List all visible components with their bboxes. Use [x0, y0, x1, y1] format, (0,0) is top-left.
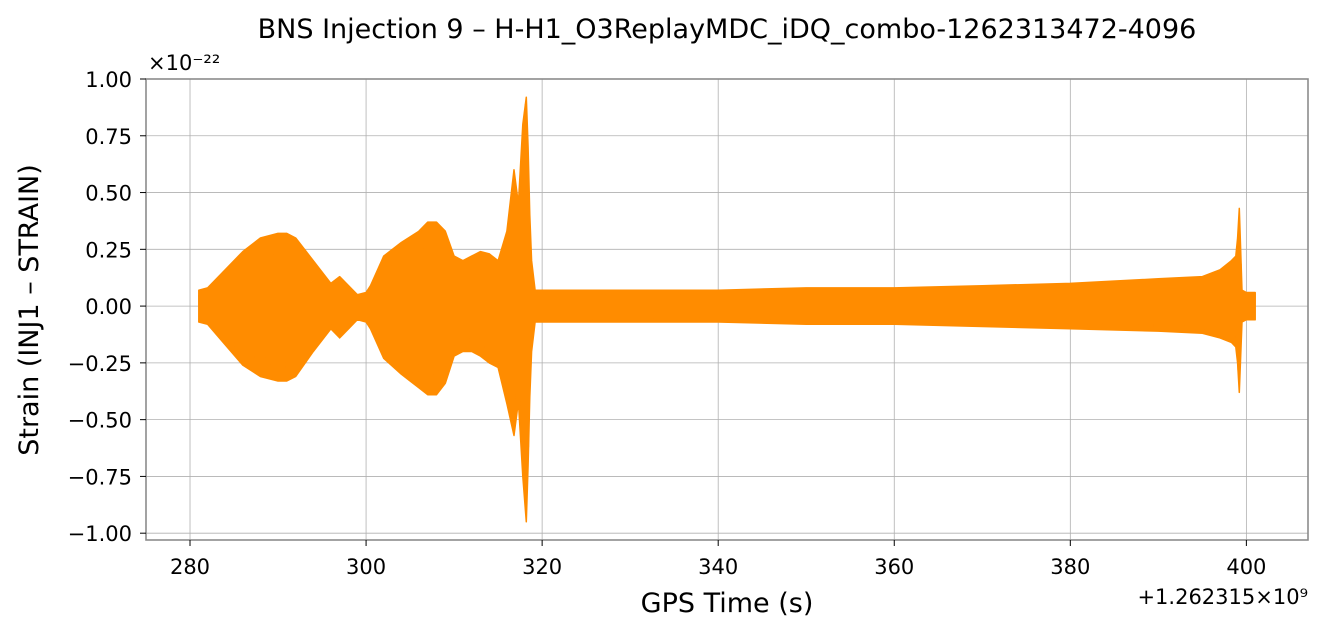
- y-tick-label: 1.00: [85, 68, 132, 92]
- y-tick-label: −0.50: [68, 409, 132, 433]
- y-multiplier-label: ×10⁻²²: [148, 51, 220, 75]
- y-tick-label: 0.75: [85, 125, 132, 149]
- x-tick-label: 400: [1226, 555, 1266, 579]
- x-axis-label: GPS Time (s): [641, 588, 814, 619]
- y-axis-label: Strain (INJ1 – STRAIN): [14, 164, 45, 456]
- x-tick-label: 340: [698, 555, 738, 579]
- x-offset-label: +1.262315×10⁹: [1137, 585, 1308, 609]
- x-tick-label: 360: [874, 555, 914, 579]
- plot-frame: [145, 78, 1309, 541]
- y-axis-ticks: −1.00 −0.75 −0.50 −0.25 0.00 0.25 0.50 0.75 1.00: [68, 68, 146, 546]
- y-tick-label: −1.00: [68, 522, 132, 546]
- x-tick-label: 300: [346, 555, 386, 579]
- y-tick-label: 0.25: [85, 238, 132, 262]
- x-tick-label: 380: [1050, 555, 1090, 579]
- x-tick-label: 280: [170, 555, 210, 579]
- y-tick-label: 0.00: [85, 295, 132, 319]
- strain-series: [198, 96, 1256, 523]
- strain-oscillation: [198, 100, 1256, 486]
- chart-title: BNS Injection 9 – H-H1_O3ReplayMDC_iDQ_c…: [258, 14, 1197, 45]
- y-tick-label: −0.75: [68, 465, 132, 489]
- y-tick-label: −0.25: [68, 352, 132, 376]
- x-axis-ticks: 280 300 320 340 360 380 400: [170, 540, 1266, 579]
- x-tick-label: 320: [522, 555, 562, 579]
- y-tick-label: 0.50: [85, 182, 132, 206]
